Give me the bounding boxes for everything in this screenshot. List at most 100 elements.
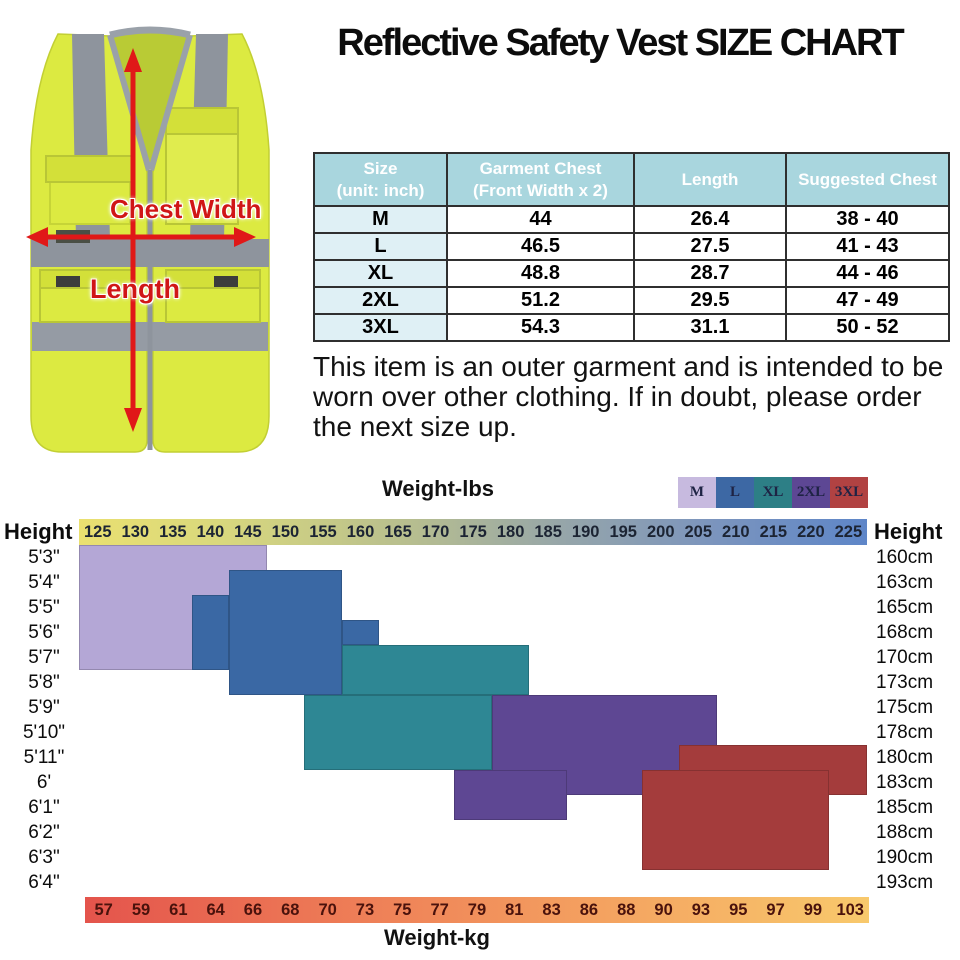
table-row: L 46.5 27.5 41 - 43: [313, 232, 950, 261]
height-ft-label: 5'10": [22, 721, 66, 743]
height-cm-label: 178cm: [876, 721, 934, 743]
weight-lbs-tick: 160: [346, 522, 375, 541]
weight-kg-tick: 88: [617, 900, 636, 919]
weight-lbs-title: Weight-lbs: [381, 476, 495, 501]
chest-width-label: Chest Width: [110, 194, 262, 224]
value-cell: 27.5: [633, 232, 787, 261]
weight-kg-tick: 81: [505, 900, 524, 919]
weight-lbs-tick: 130: [121, 522, 150, 541]
height-ft-label: 5'8": [28, 671, 60, 693]
height-ft-label: 6'3": [28, 846, 60, 868]
height-cm-label: 185cm: [876, 796, 934, 818]
size-region-3XL: [641, 770, 830, 870]
size-cell: 3XL: [313, 313, 448, 342]
height-axis-label-left: Height: [4, 519, 73, 544]
height-cm-label: 173cm: [876, 671, 934, 693]
weight-kg-tick: 75: [393, 900, 412, 919]
table-row: 3XL 54.3 31.1 50 - 52: [313, 313, 950, 342]
legend-item-3XL: 3XL: [830, 477, 868, 508]
value-cell: 47 - 49: [785, 286, 950, 315]
height-cm-label: 183cm: [876, 771, 934, 793]
height-ft-label: 6'4": [28, 871, 60, 893]
weight-kg-tick: 57: [94, 900, 113, 919]
size-cell: XL: [313, 259, 448, 288]
weight-kg-tick: 61: [169, 900, 188, 919]
weight-lbs-tick: 155: [309, 522, 337, 541]
value-cell: 31.1: [633, 313, 787, 342]
table-row: XL 48.8 28.7 44 - 46: [313, 259, 950, 288]
legend-item-2XL: 2XL: [792, 477, 830, 508]
size-region-L: [341, 620, 380, 645]
value-cell: 28.7: [633, 259, 787, 288]
weight-lbs-tick: 175: [459, 522, 487, 541]
vest-illustration: Chest Width Length: [0, 20, 300, 470]
height-ft-label: 5'5": [28, 596, 60, 618]
weight-lbs-tick: 180: [496, 522, 525, 541]
weight-kg-title: Weight-kg: [384, 925, 490, 950]
size-cell: L: [313, 232, 448, 261]
height-cm-label: 160cm: [876, 546, 934, 568]
height-ft-label: 5'4": [28, 571, 60, 593]
height-cm-label: 193cm: [876, 871, 934, 893]
weight-lbs-tick: 125: [84, 522, 112, 541]
height-ft-label: 5'11": [23, 746, 65, 768]
size-region-2XL: [454, 770, 567, 820]
weight-lbs-axis: 125 130 135 140 145 150 155 160 165 170 175 180 185 1…: [79, 519, 867, 545]
weight-lbs-tick: 170: [421, 522, 450, 541]
value-cell: 44 - 46: [785, 259, 950, 288]
weight-kg-tick: 70: [318, 900, 337, 919]
chest-width-arrow: [26, 227, 256, 247]
height-ft-label: 5'6": [28, 621, 60, 643]
value-cell: 29.5: [633, 286, 787, 315]
value-cell: 41 - 43: [785, 232, 950, 261]
height-cm-label: 188cm: [876, 821, 934, 843]
weight-lbs-tick: 185: [534, 522, 562, 541]
size-region-L: [229, 570, 342, 695]
legend-item-M: M: [678, 477, 716, 508]
weight-lbs-tick: 225: [834, 522, 863, 541]
weight-kg-tick: 77: [430, 900, 449, 919]
sizing-note: This item is an outer garment and is int…: [313, 351, 944, 442]
size-table-body: M 44 26.4 38 - 40 L 46.5 27.5 41 - 43 XL 48.8 28.7…: [313, 205, 950, 342]
weight-kg-tick: 73: [355, 900, 375, 919]
height-cm-label: 170cm: [876, 646, 934, 668]
height-cm-label: 190cm: [876, 846, 934, 868]
size-table-head-row: Size (unit: inch) Garment Chest (Front Wi…: [313, 152, 950, 207]
value-cell: 50 - 52: [785, 313, 950, 342]
weight-kg-tick: 83: [542, 900, 561, 919]
size-table-header-cell: Garment Chest (Front Width x 2): [446, 152, 635, 207]
size-table-header-cell: Size (unit: inch): [313, 152, 448, 207]
value-cell: 26.4: [633, 205, 787, 234]
height-cm-label: 168cm: [876, 621, 934, 643]
size-table: Size (unit: inch) Garment Chest (Front Wi…: [313, 152, 950, 342]
weight-kg-tick: 59: [131, 900, 151, 919]
weight-lbs-tick: 205: [684, 522, 713, 541]
weight-kg-tick: 68: [281, 900, 300, 919]
height-ft-label: 6': [36, 771, 52, 793]
height-cm-label: 163cm: [876, 571, 934, 593]
weight-kg-tick: 90: [654, 900, 673, 919]
weight-kg-tick: 103: [836, 900, 864, 919]
height-ft-label: 5'7": [28, 646, 60, 668]
size-cell: 2XL: [313, 286, 448, 315]
weight-lbs-tick: 220: [797, 522, 825, 541]
value-cell: 54.3: [446, 313, 635, 342]
table-row: M 44 26.4 38 - 40: [313, 205, 950, 234]
weight-kg-tick: 66: [243, 900, 263, 919]
value-cell: 48.8: [446, 259, 635, 288]
height-axis-label-right: Height: [874, 519, 943, 544]
weight-lbs-tick: 190: [571, 522, 600, 541]
weight-lbs-tick: 200: [646, 522, 675, 541]
length-label: Length: [90, 274, 180, 304]
weight-lbs-tick: 150: [271, 522, 300, 541]
weight-kg-tick: 99: [803, 900, 823, 919]
size-region-XL: [341, 645, 530, 695]
page-title: Reflective Safety Vest SIZE CHART: [337, 22, 904, 64]
weight-kg-tick: 86: [579, 900, 599, 919]
table-row: 2XL 51.2 29.5 47 - 49: [313, 286, 950, 315]
size-region-XL: [304, 695, 492, 770]
height-cm-label: 165cm: [876, 596, 934, 618]
value-cell: 46.5: [446, 232, 635, 261]
size-legend: M L XL 2XL 3XL: [678, 477, 868, 508]
weight-lbs-tick: 195: [609, 522, 637, 541]
